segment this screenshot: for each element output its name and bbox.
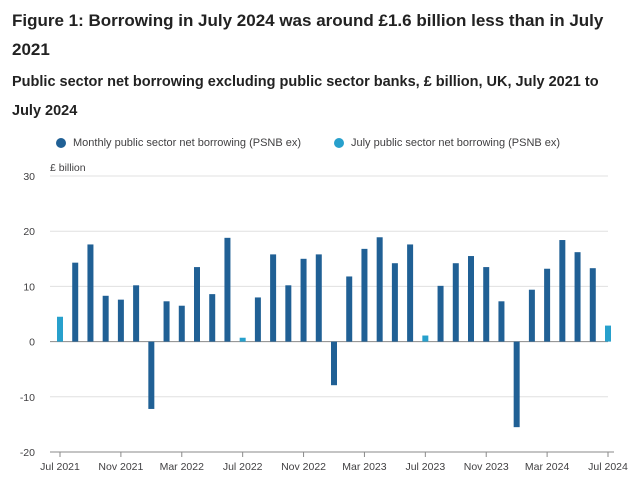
x-tick-label: Mar 2023 xyxy=(342,461,387,473)
bar-monthly xyxy=(194,267,200,342)
bar-monthly xyxy=(407,244,414,342)
axes: -20 -10 0 10 20 30 Jul 2021 Nov 2021 Mar 2022 Jul… xyxy=(20,171,628,473)
bar-monthly xyxy=(452,263,459,342)
bar-monthly xyxy=(148,341,155,409)
bar-monthly xyxy=(209,294,216,342)
bar-monthly xyxy=(437,285,444,342)
y-tick-label: 0 xyxy=(29,337,35,349)
bar-monthly xyxy=(391,263,398,342)
x-tick-label: Jul 2022 xyxy=(223,461,263,473)
bar-july xyxy=(605,325,611,342)
legend-label-july: July public sector net borrowing (PSNB e… xyxy=(351,137,561,149)
y-axis-unit-label: £ billion xyxy=(50,162,86,174)
bar-july xyxy=(422,335,429,342)
bar-monthly xyxy=(498,301,505,342)
bar-monthly xyxy=(72,262,79,342)
chart-subtitle: Public sector net borrowing excluding pu… xyxy=(12,74,599,119)
bar-monthly xyxy=(528,289,535,342)
y-tick-label: 30 xyxy=(23,171,35,183)
bar-monthly xyxy=(331,341,337,386)
x-tick-label: Nov 2022 xyxy=(281,461,326,473)
bar-monthly xyxy=(513,341,520,428)
x-tick-label: Mar 2022 xyxy=(160,461,205,473)
bar-monthly xyxy=(315,254,322,342)
x-tick-label: Jul 2021 xyxy=(40,461,80,473)
x-tick-label: Mar 2024 xyxy=(525,461,570,473)
bar-july xyxy=(239,337,246,342)
bar-monthly xyxy=(376,237,383,342)
bar-monthly xyxy=(589,268,596,342)
y-tick-label: -20 xyxy=(20,447,35,459)
bar-monthly xyxy=(178,305,185,342)
bar-monthly xyxy=(285,285,292,342)
chart-title: Figure 1: Borrowing in July 2024 was aro… xyxy=(12,11,604,59)
bar-monthly xyxy=(224,237,231,342)
bar-monthly xyxy=(544,268,551,342)
x-tick-label: Jul 2023 xyxy=(405,461,445,473)
bar-monthly xyxy=(254,297,261,342)
legend-swatch-july xyxy=(334,138,344,148)
y-tick-label: -10 xyxy=(20,392,35,404)
x-tick-label: Jul 2024 xyxy=(588,461,628,473)
y-tick-label: 20 xyxy=(23,226,35,238)
legend-item-july[interactable]: July public sector net borrowing (PSNB e… xyxy=(334,137,560,149)
legend-item-monthly[interactable]: Monthly public sector net borrowing (PSN… xyxy=(56,137,301,149)
bar-monthly xyxy=(346,276,353,342)
bar-monthly xyxy=(117,299,124,342)
bar-monthly xyxy=(102,295,109,342)
bar-monthly xyxy=(163,301,170,342)
bar-monthly xyxy=(270,254,277,342)
bar-monthly xyxy=(361,248,368,342)
bar-monthly xyxy=(87,244,94,342)
x-tick-label: Nov 2021 xyxy=(98,461,143,473)
bars xyxy=(57,237,611,428)
y-tick-label: 10 xyxy=(23,281,35,293)
legend-swatch-monthly xyxy=(56,138,66,148)
x-tick-label: Nov 2023 xyxy=(464,461,509,473)
bar-monthly xyxy=(574,252,581,342)
bar-monthly xyxy=(133,285,140,342)
bar-monthly xyxy=(468,256,474,342)
bar-monthly xyxy=(300,258,307,342)
bar-monthly xyxy=(559,240,566,342)
legend-label-monthly: Monthly public sector net borrowing (PSN… xyxy=(73,137,302,149)
bar-monthly xyxy=(483,267,490,342)
bar-july xyxy=(57,316,63,342)
